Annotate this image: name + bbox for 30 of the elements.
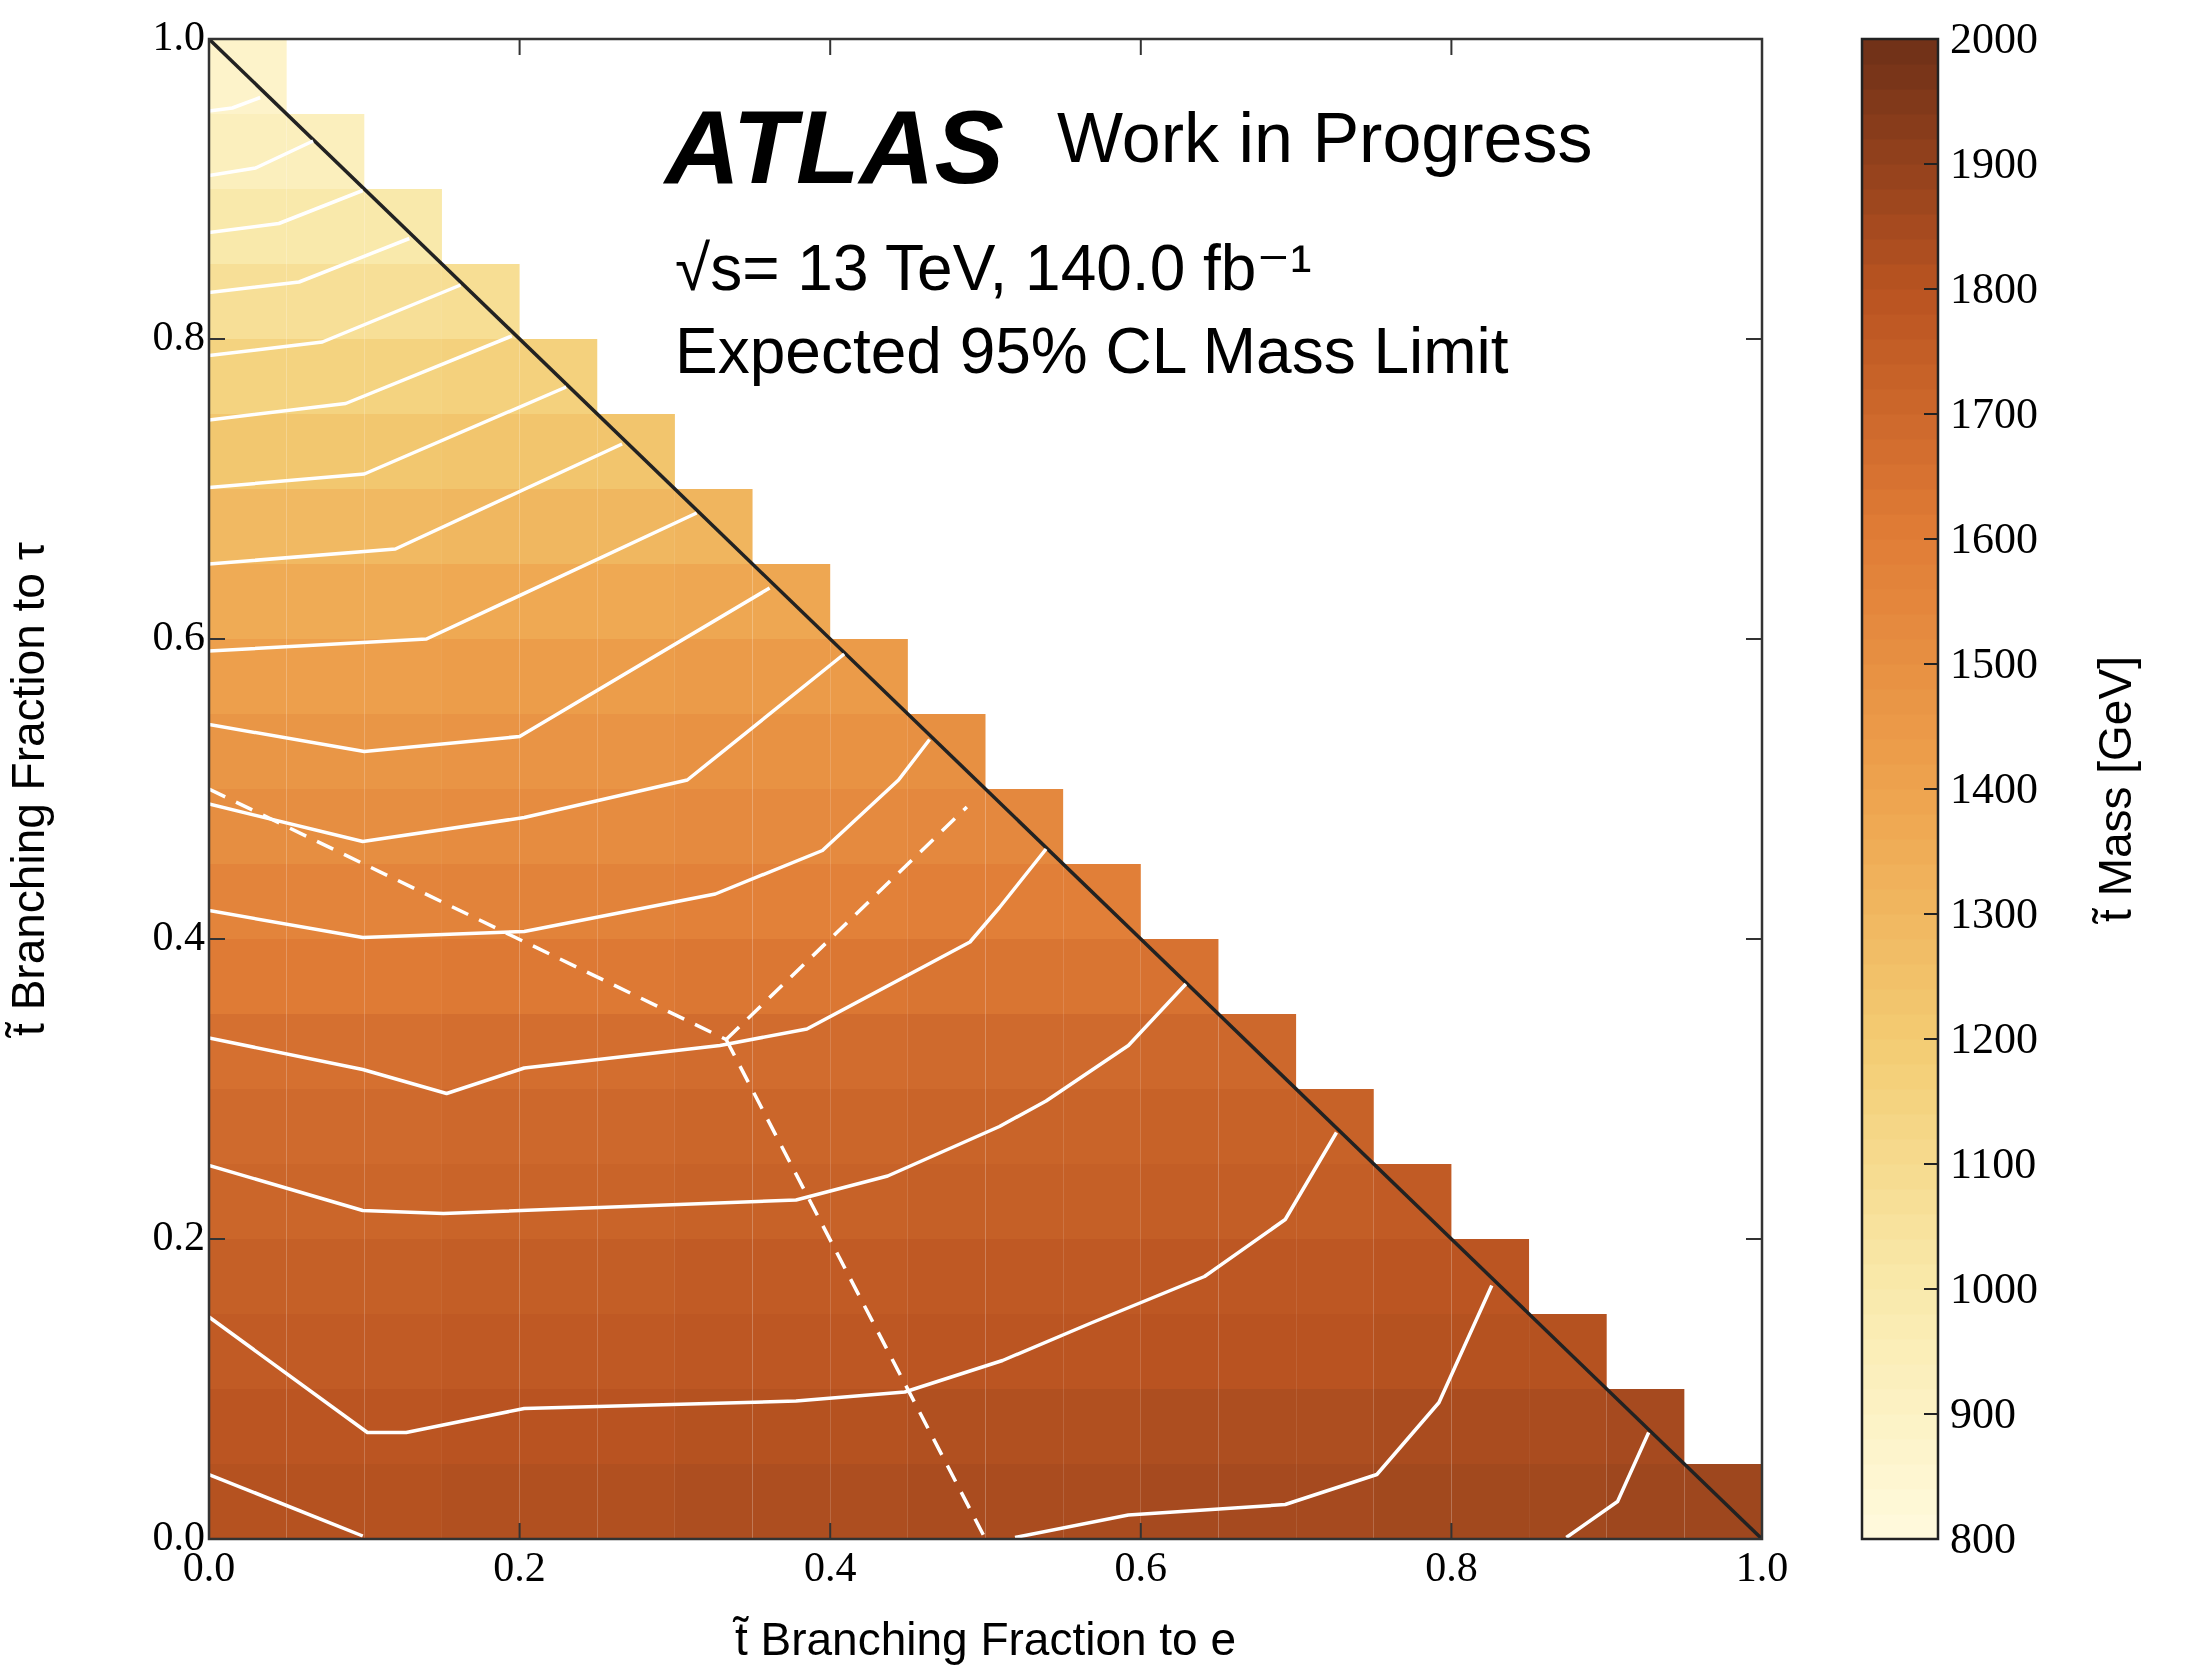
color-bar-label: 2000 <box>1950 14 2038 63</box>
color-bar-label: 800 <box>1950 1514 2016 1563</box>
annotation: √s= 13 TeV, 140.0 fb⁻¹ <box>675 232 1312 304</box>
x-tick-label: 0.8 <box>1425 1544 1478 1591</box>
color-bar-label: 1400 <box>1950 764 2038 813</box>
color-bar-label: 1700 <box>1950 389 2038 438</box>
annotation: Work in Progress <box>1057 99 1593 177</box>
color-bar-label: 1200 <box>1950 1014 2038 1063</box>
annotation: ATLAS <box>665 89 1004 205</box>
color-bar-label: 1800 <box>1950 264 2038 313</box>
x-tick-label: 1.0 <box>1735 1544 1789 1591</box>
y-tick-label: 0.8 <box>152 313 205 360</box>
color-bar-label: 1300 <box>1950 889 2038 938</box>
y-axis-title: t̃ Branching Fraction to τ <box>2 542 55 1039</box>
x-axis-title: t̃ Branching Fraction to e <box>732 1613 1237 1666</box>
x-tick-label: 0.6 <box>1114 1544 1168 1591</box>
y-tick-label: 1.0 <box>152 13 205 60</box>
annotation: Expected 95% CL Mass Limit <box>675 315 1509 387</box>
color-bar-label: 1600 <box>1950 514 2038 563</box>
color-bar-label: 1500 <box>1950 639 2038 688</box>
color-bar-title: t̃ Mass [GeV] <box>2088 656 2141 922</box>
y-tick-label: 0.4 <box>152 913 205 960</box>
color-bar-label: 1900 <box>1950 139 2038 188</box>
x-tick-label: 0.4 <box>803 1544 857 1591</box>
color-bar-label: 1000 <box>1950 1264 2038 1313</box>
x-tick-label: 0.2 <box>493 1544 546 1591</box>
color-bar-label: 900 <box>1950 1389 2016 1438</box>
y-tick-label: 0.2 <box>152 1213 205 1260</box>
color-bar-label: 1100 <box>1950 1139 2037 1188</box>
y-tick-label: 0.6 <box>152 613 205 660</box>
